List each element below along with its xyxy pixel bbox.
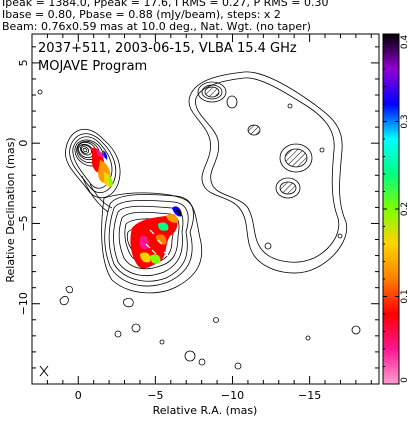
plot-title-line-1: 2037+511, 2003-06-15, VLBA 15.4 GHz	[38, 41, 297, 56]
y-tick-label: 0	[17, 140, 30, 147]
y-tick-label: −10	[17, 292, 30, 315]
beam-marker	[39, 365, 49, 377]
plot-title-line-2: MOJAVE Program	[38, 59, 148, 74]
x-axis-title: Relative R.A. (mas)	[153, 404, 258, 417]
y-axis-title: Relative Declination (mas)	[4, 137, 17, 282]
east-features	[226, 95, 313, 199]
core-polarization	[92, 147, 113, 187]
colorbar-tick-label: 0.4	[400, 35, 409, 50]
colorbar-tick-label: 0	[400, 377, 409, 383]
header-line-2: Ibase = 0.80, Pbase = 0.88 (mJy/beam), s…	[2, 8, 281, 21]
y-tick-label: −5	[17, 215, 30, 231]
colorbar-tick-label: 0.1	[400, 289, 409, 303]
knot-outer-contours	[101, 192, 203, 294]
axis-tick-labels: 0 −5 −10 −15 5 0 −5 −10	[17, 59, 321, 402]
noise-contours	[37, 89, 361, 370]
jet-contours	[81, 175, 113, 213]
diffuse-contours	[188, 71, 348, 274]
x-tick-label: −5	[147, 389, 163, 402]
knot-polarization	[130, 206, 182, 269]
north-feature	[197, 81, 227, 103]
header-line-1: Ipeak = 1384.0, Ppeak = 17.6, I RMS = 0.…	[2, 0, 329, 9]
pol-vectors	[145, 229, 169, 257]
colorbar-tick-label: 0.2	[400, 202, 409, 216]
axis-ticks	[32, 34, 379, 384]
x-tick-label: 0	[75, 389, 82, 402]
x-tick-label: −15	[298, 389, 321, 402]
x-tick-label: −10	[221, 389, 244, 402]
header-line-3: Beam: 0.76x0.59 mas at 10.0 deg., Nat. W…	[2, 20, 311, 33]
y-tick-label: 5	[17, 59, 30, 66]
colorbar-tick-label: 0.3	[400, 114, 409, 128]
colorbar-ticks: 0 0.1 0.2 0.3 0.4	[383, 33, 409, 385]
plot-frame	[31, 33, 380, 385]
